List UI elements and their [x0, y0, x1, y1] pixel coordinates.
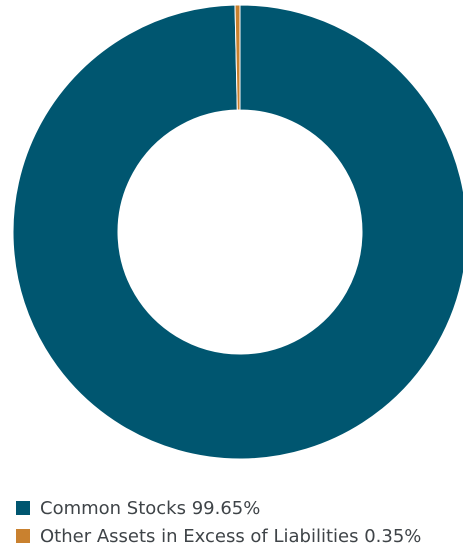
donut-slice-common-stocks	[12, 4, 463, 460]
donut-chart	[12, 4, 463, 460]
donut-slice-other-assets-in-excess-of-liabilities	[234, 4, 241, 111]
legend-swatch-common-stocks	[16, 501, 30, 515]
chart-legend: Common Stocks 99.65% Other Assets in Exc…	[16, 494, 421, 550]
legend-label-common-stocks: Common Stocks 99.65%	[40, 497, 261, 519]
legend-item-common-stocks: Common Stocks 99.65%	[16, 494, 421, 522]
legend-item-other-assets: Other Assets in Excess of Liabilities 0.…	[16, 522, 421, 550]
legend-swatch-other-assets	[16, 529, 30, 543]
legend-label-other-assets: Other Assets in Excess of Liabilities 0.…	[40, 525, 422, 547]
